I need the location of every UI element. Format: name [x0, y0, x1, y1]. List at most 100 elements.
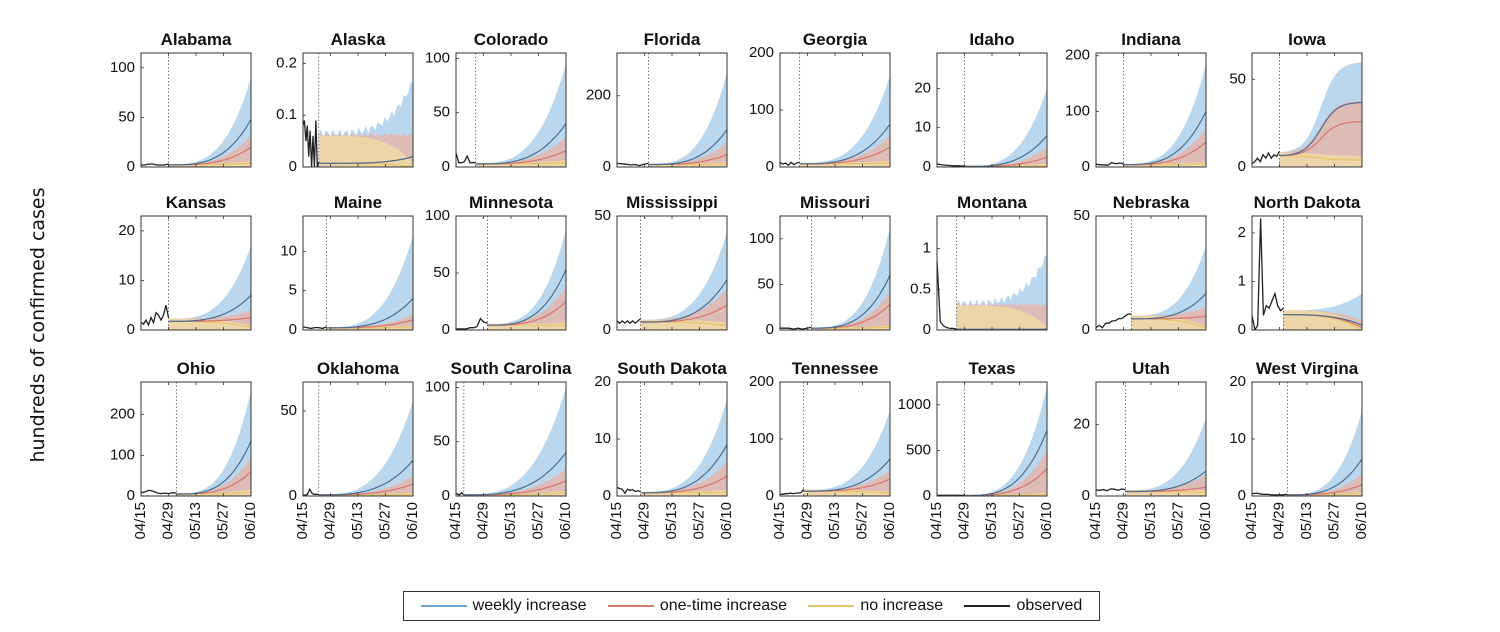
panel-texas: 04/15 04/29 05/13 05/27 06/10 0 500 1000 Texas [898, 359, 1055, 540]
onetime-band [811, 291, 890, 330]
weekly-band [1287, 410, 1362, 496]
y-tick-label: 100 [749, 101, 774, 118]
x-tick-label: 05/27 [853, 502, 870, 540]
panel-montana: 0 0.5 1 Montana [910, 193, 1048, 338]
panel-title: Texas [969, 359, 1016, 378]
panel-title: Iowa [1288, 30, 1326, 49]
y-tick-label: 50 [594, 207, 611, 224]
onetime-band [1279, 100, 1362, 167]
x-tick-label: 04/29 [798, 502, 815, 540]
y-tick-label: 10 [1229, 430, 1246, 447]
x-tick-label: 04/15 [1087, 502, 1104, 540]
panel-title: West Virgina [1256, 359, 1359, 378]
panel-alaska: 0 0.1 0.2 Alaska [276, 30, 414, 175]
panel-title: Missouri [800, 193, 870, 212]
observed-line [1096, 313, 1132, 329]
onetime-line [1279, 121, 1362, 157]
x-tick-label: 04/15 [447, 502, 464, 540]
y-tick-label: 0 [127, 158, 135, 175]
weekly-line [964, 430, 1047, 496]
panel-title: Tennessee [792, 359, 879, 378]
y-tick-label: 100 [110, 446, 135, 463]
panel-alabama: 0 50 100 Alabama [110, 30, 252, 175]
observed-line [1252, 150, 1281, 165]
panel-indiana: 0 100 200 Indiana [1065, 30, 1207, 175]
panel-south-dakota: 04/15 04/29 05/13 05/27 06/10 0 10 20 South Dako… [594, 359, 735, 540]
y-tick-label: 100 [425, 207, 450, 224]
y-tick-label: 200 [749, 44, 774, 61]
panel-plot-area [780, 227, 890, 330]
panel-plot-area [1252, 218, 1362, 330]
y-tick-label: 0 [603, 158, 611, 175]
x-tick-label: 05/13 [349, 502, 366, 540]
y-tick-label: 0 [289, 158, 297, 175]
panel-plot-area [780, 75, 890, 167]
legend-item-observed: observed [964, 597, 1082, 615]
weekly-line [318, 156, 413, 164]
y-tick-label: 100 [425, 49, 450, 66]
panel-georgia: 0 100 200 Georgia [749, 30, 891, 175]
observed-line [303, 120, 320, 167]
y-tick-label: 200 [749, 373, 774, 390]
panel-plot-area [141, 245, 251, 330]
y-tick-label: 100 [425, 378, 450, 395]
observed-line [937, 163, 965, 167]
weekly-line [168, 119, 251, 166]
y-tick-label: 0.5 [910, 280, 931, 297]
x-tick-label: 05/27 [690, 502, 707, 540]
panel-title: Montana [957, 193, 1027, 212]
panel-plot-area [141, 390, 251, 496]
y-tick-label: 0 [603, 321, 611, 338]
x-tick-label: 05/27 [214, 502, 231, 540]
weekly-line [326, 298, 413, 329]
y-tick-label: 1 [923, 240, 931, 257]
y-tick-label: 200 [586, 87, 611, 104]
onetime-band [487, 286, 566, 330]
observed-line [617, 486, 641, 495]
weekly-line [487, 269, 566, 326]
weekly-band [799, 75, 890, 167]
panel-title: Florida [644, 30, 701, 49]
weekly-band [463, 387, 566, 496]
panel-plot-area [303, 235, 413, 330]
onetime-band [168, 135, 251, 167]
y-tick-label: 20 [1229, 373, 1246, 390]
x-tick-label: 06/10 [1038, 502, 1055, 540]
y-tick-label: 0 [1082, 158, 1090, 175]
y-tick-label: 10 [280, 242, 297, 259]
noinc-band [956, 305, 1047, 330]
weekly-band [1125, 417, 1206, 496]
weekly-band [648, 72, 727, 167]
y-tick-label: 0 [1238, 321, 1246, 338]
panel-nebraska: 0 50 Nebraska [1073, 193, 1207, 338]
y-tick-label: 20 [118, 222, 135, 239]
x-tick-label: 06/10 [404, 502, 421, 540]
panel-mississippi: 0 50 Mississippi [594, 193, 728, 338]
weekly-band [475, 63, 566, 167]
panel-title: Oklahoma [317, 359, 400, 378]
y-tick-label: 0.2 [276, 54, 297, 71]
x-tick-label: 04/15 [294, 502, 311, 540]
y-tick-label: 50 [1229, 70, 1246, 87]
panel-title: Nebraska [1113, 193, 1190, 212]
panel-plot-area [1252, 410, 1362, 496]
weekly-line [1283, 314, 1362, 326]
y-tick-label: 50 [433, 433, 450, 450]
y-tick-label: 50 [433, 264, 450, 281]
y-tick-label: 1000 [898, 396, 931, 413]
onetime-band [964, 147, 1047, 167]
panel-title: Ohio [177, 359, 216, 378]
panel-title: Utah [1132, 359, 1170, 378]
observed-line [456, 152, 476, 164]
observed-line [141, 163, 169, 166]
legend-item-noinc: no increase [808, 597, 943, 615]
x-tick-label: 06/10 [718, 502, 735, 540]
legend-swatch-weekly [420, 605, 467, 607]
panel-colorado: 0 50 100 Colorado [425, 30, 567, 175]
x-tick-label: 04/15 [771, 502, 788, 540]
legend-label-weekly: weekly increase [472, 597, 587, 614]
weekly-line [1279, 101, 1362, 157]
y-tick-label: 0 [127, 487, 135, 504]
x-tick-label: 05/13 [826, 502, 843, 540]
